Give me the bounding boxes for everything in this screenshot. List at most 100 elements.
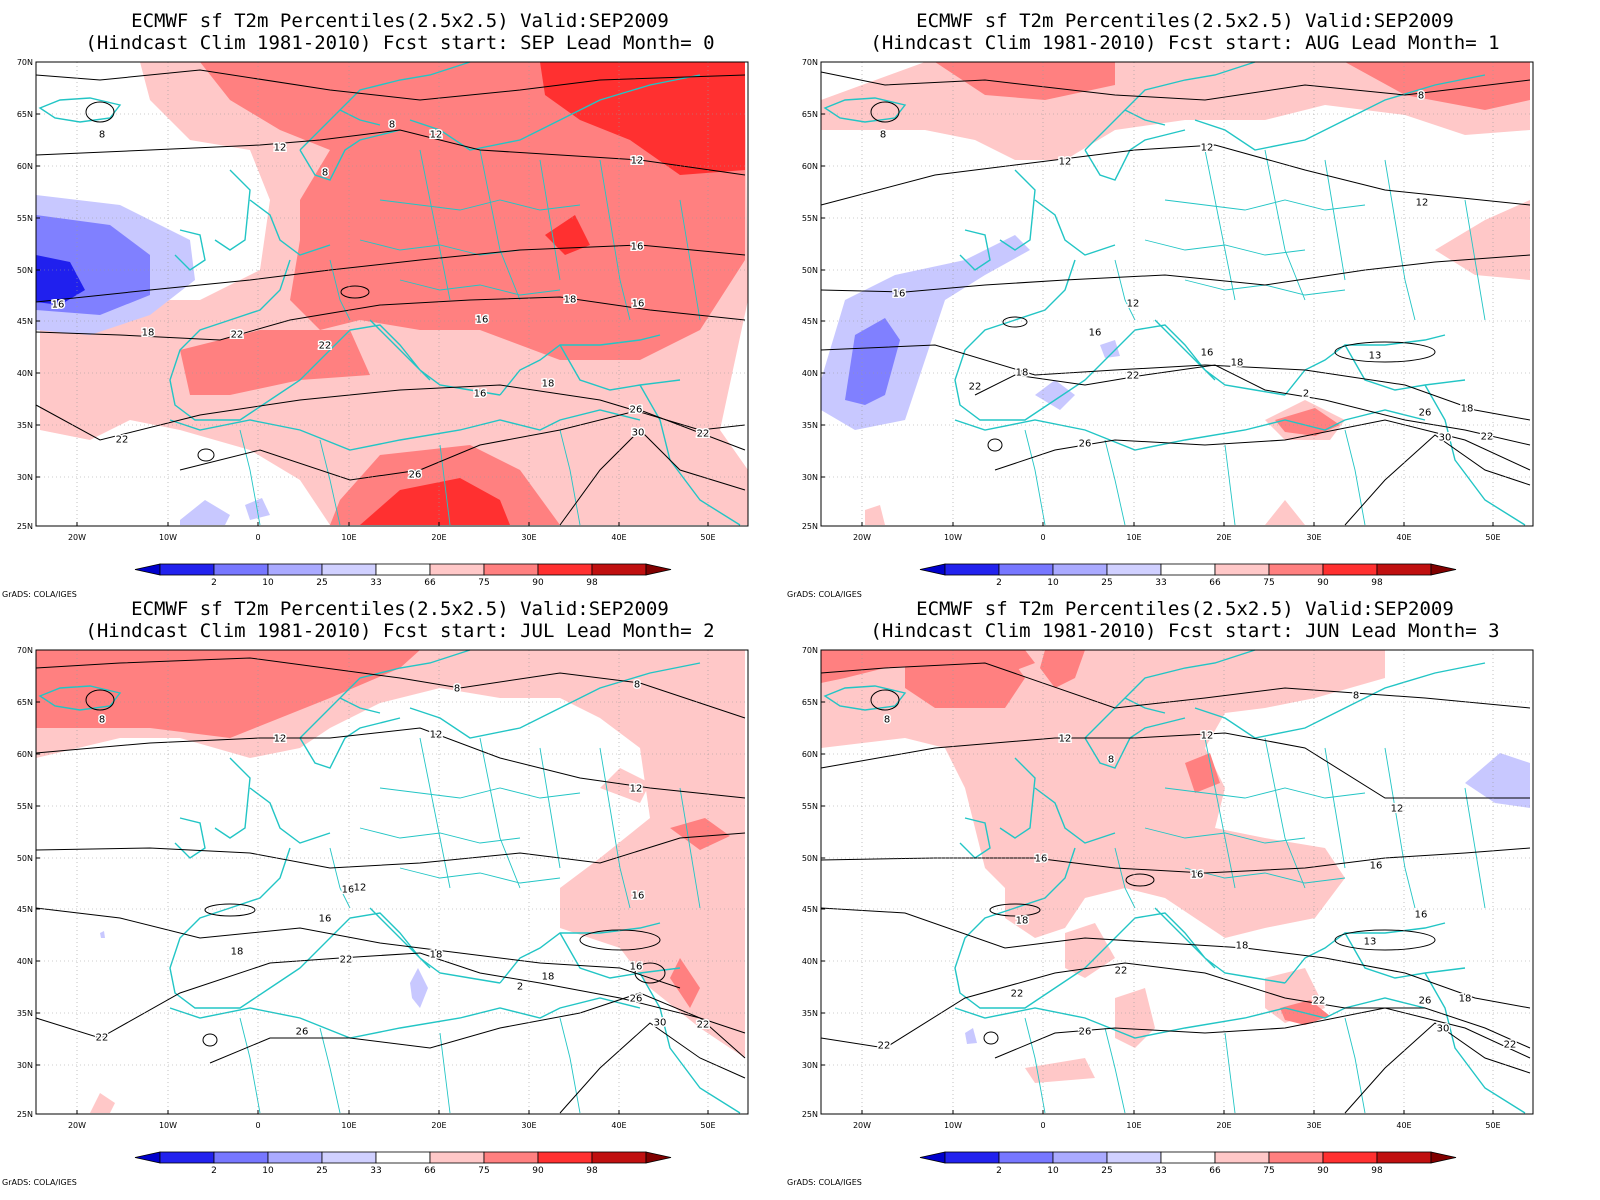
- contour-label: 22: [969, 382, 982, 393]
- lat-label: 35N: [802, 1009, 818, 1018]
- contour-label: 12: [1416, 198, 1429, 209]
- colorbar-label: 75: [1263, 1166, 1274, 1176]
- shade-red-light: [865, 505, 885, 525]
- contour-label: 26: [296, 1027, 309, 1038]
- lon-label: 20E: [1216, 533, 1231, 542]
- colorbar-label: 10: [262, 1166, 274, 1176]
- isotherm-12: [820, 144, 1531, 206]
- contours: [35, 657, 746, 1114]
- contour-label: 12: [630, 784, 643, 795]
- shade-blue-light: [100, 931, 105, 938]
- shade-red-medium: [905, 650, 1025, 708]
- contour-label: 12: [430, 130, 443, 141]
- colorbar-end-low: [919, 1151, 946, 1164]
- contour-loop: [85, 101, 115, 123]
- isotherm-30: [1344, 1022, 1531, 1114]
- isotherm-16: [35, 832, 746, 869]
- map-panel: ECMWF sf T2m Percentiles(2.5x2.5) Valid:…: [785, 588, 1585, 1188]
- contour-label: 12: [1059, 157, 1072, 168]
- contour-label: 22: [1115, 966, 1128, 977]
- isotherm-16: [820, 254, 1531, 293]
- lat-label: 55N: [17, 214, 33, 223]
- contour-label: 16: [1201, 348, 1214, 359]
- contour-label: 8: [884, 715, 890, 726]
- lon-label: 20W: [68, 1121, 86, 1130]
- lat-label: 70N: [802, 58, 818, 67]
- lat-label: 60N: [17, 162, 33, 171]
- colorbar-end-low: [919, 563, 946, 576]
- contour-label: 22: [1504, 1040, 1517, 1051]
- shade-red-light: [600, 768, 650, 803]
- contour-label: 22: [697, 1020, 710, 1031]
- contour-label: 18: [1231, 358, 1244, 369]
- colorbar-swatch: [213, 563, 269, 576]
- contour-label: 16: [1191, 870, 1204, 881]
- contour-loop: [870, 101, 900, 123]
- colorbar-swatch: [1322, 1151, 1378, 1164]
- panel-title: ECMWF sf T2m Percentiles(2.5x2.5) Valid:…: [916, 598, 1454, 620]
- colorbar-end-high: [1430, 563, 1457, 576]
- contour-label: 22: [231, 330, 244, 341]
- contour-label: 8: [634, 680, 640, 691]
- colorbar-swatch: [537, 563, 593, 576]
- lat-label: 50N: [17, 266, 33, 275]
- contour-label: 12: [1059, 734, 1072, 745]
- map-panel: ECMWF sf T2m Percentiles(2.5x2.5) Valid:…: [785, 0, 1585, 600]
- colorbar-swatch: [321, 563, 377, 576]
- contour-label: 22: [96, 1033, 109, 1044]
- colorbar-swatch: [429, 563, 485, 576]
- lon-label: 10E: [1126, 1121, 1141, 1130]
- lon-label: 20W: [68, 533, 86, 542]
- colorbar-swatch: [429, 1151, 485, 1164]
- colorbar-swatch: [1214, 1151, 1270, 1164]
- lat-label: 30N: [802, 1061, 818, 1070]
- contour-label: 8: [454, 684, 460, 695]
- lon-label: 40E: [1396, 1121, 1411, 1130]
- contour-label: 8: [1418, 91, 1424, 102]
- shade-red-light: [90, 1093, 115, 1113]
- map-svg: 8 12 8 8 12 12 16 16 16 18 18 22 22 13 16 22 26 22 26 30 18 2…: [802, 646, 1534, 1176]
- colorbar-swatch: [483, 1151, 539, 1164]
- colorbar-label: 66: [424, 578, 436, 588]
- contour-label: 22: [697, 429, 710, 440]
- colorbar-label: 75: [478, 1166, 489, 1176]
- colorbar-swatch: [159, 563, 215, 576]
- colorbar-swatch: [1106, 1151, 1162, 1164]
- contour-loop: [197, 448, 215, 462]
- contour-label: 18: [1461, 404, 1474, 415]
- lon-label: 10E: [341, 1121, 356, 1130]
- contour-label: 16: [1035, 854, 1048, 865]
- contour-label: 2: [517, 982, 523, 993]
- colorbar-swatch: [1052, 563, 1108, 576]
- colorbar-swatch: [1376, 1151, 1432, 1164]
- gridlines: [821, 62, 1533, 526]
- colorbar-end-high: [645, 1151, 672, 1164]
- colorbar-label: 66: [1209, 578, 1221, 588]
- lon-label: 30E: [521, 533, 536, 542]
- colorbar-label: 33: [370, 578, 381, 588]
- lat-label: 45N: [802, 317, 818, 326]
- contour-loop: [340, 285, 370, 299]
- lon-label: 30E: [521, 1121, 536, 1130]
- colorbar-label: 2: [996, 1166, 1002, 1176]
- isotherm-8: [35, 69, 746, 101]
- colorbar-label: 2: [211, 1166, 217, 1176]
- lon-label: 10W: [944, 1121, 962, 1130]
- colorbar-label: 2: [211, 578, 217, 588]
- coastline-borders: [1024, 737, 1486, 1114]
- colorbar-label: 66: [424, 1166, 436, 1176]
- shade-red-light: [821, 650, 1385, 938]
- contour-label: 16: [1415, 910, 1428, 921]
- lon-label: 10W: [159, 1121, 177, 1130]
- colorbar-swatch: [1052, 1151, 1108, 1164]
- colorbar: 2 10 25 33 66 75 90 98: [919, 563, 1457, 588]
- colorbar-label: 90: [1317, 578, 1329, 588]
- shade-blue-light: [1035, 380, 1075, 410]
- colorbar-label: 33: [1155, 1166, 1166, 1176]
- contour-label: 16: [893, 289, 906, 300]
- lon-label: 0: [255, 1121, 260, 1130]
- contour-label: 13: [1369, 351, 1382, 362]
- lon-label: 0: [255, 533, 260, 542]
- colorbar-label: 98: [1371, 1166, 1383, 1176]
